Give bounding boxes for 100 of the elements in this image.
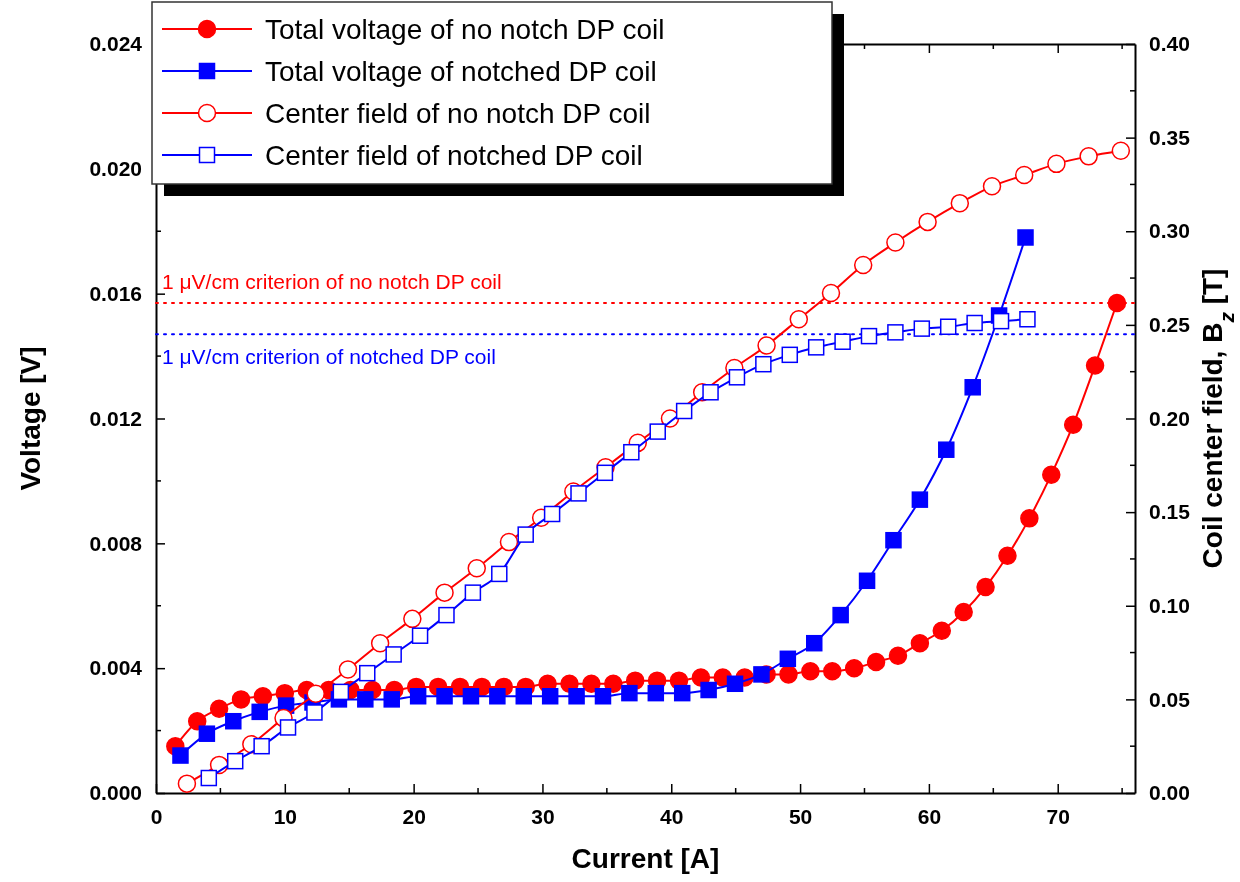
legend-label: Center field of notched DP coil [265, 140, 643, 171]
point [700, 681, 717, 699]
point [1107, 293, 1127, 313]
point [821, 283, 841, 303]
point [918, 212, 937, 232]
point [306, 684, 325, 704]
y-tick-label: 0.012 [89, 406, 142, 430]
point [370, 633, 390, 653]
point [844, 658, 864, 678]
point [1017, 229, 1034, 246]
point [866, 652, 886, 672]
y2-tick-label: 0.05 [1149, 687, 1191, 711]
y2-tick-label: 0.10 [1149, 593, 1190, 617]
point [226, 752, 244, 770]
x-tick-label: 10 [273, 804, 297, 828]
point [582, 674, 601, 694]
point [888, 646, 908, 665]
point [435, 583, 454, 602]
point [1020, 509, 1039, 528]
point [673, 684, 691, 702]
point [172, 747, 189, 764]
point [306, 704, 323, 721]
point [594, 688, 612, 705]
y-tick-label: 0.004 [89, 656, 143, 680]
point [517, 526, 534, 543]
y2-tick-label: 0.20 [1149, 406, 1190, 430]
point [1014, 165, 1034, 185]
point [806, 634, 823, 652]
point [438, 606, 455, 624]
point [467, 559, 486, 578]
point [779, 650, 797, 668]
point [726, 675, 744, 693]
point [1079, 147, 1098, 166]
point [411, 627, 429, 644]
point [757, 336, 776, 355]
point [649, 423, 666, 440]
point [1042, 465, 1061, 484]
point [976, 577, 995, 597]
point [1063, 415, 1083, 434]
point [385, 646, 402, 663]
point [462, 688, 480, 705]
point [781, 346, 799, 364]
point [198, 725, 216, 742]
point [860, 327, 878, 345]
y2-tick-label: 0.30 [1149, 219, 1190, 243]
y2-tick-label: 0.00 [1149, 781, 1190, 805]
point [251, 703, 268, 721]
point [489, 688, 506, 705]
y-tick-label: 0.008 [89, 531, 143, 555]
point [464, 584, 482, 601]
point [359, 664, 376, 682]
x-tick-label: 70 [1046, 804, 1070, 828]
point [911, 491, 929, 508]
point [885, 531, 902, 549]
y-axis-title: Voltage [V] [15, 346, 46, 491]
y-tick-label: 0.000 [89, 781, 142, 805]
point [789, 310, 809, 329]
point [954, 602, 973, 622]
x-axis-title: Current [A] [571, 843, 720, 874]
x-tick-label: 30 [531, 804, 555, 828]
legend-label: Total voltage of notched DP coil [265, 56, 657, 87]
x-tick-label: 0 [150, 804, 163, 828]
x-tick-label: 40 [660, 804, 684, 828]
point [332, 683, 350, 701]
point [231, 690, 251, 709]
point [913, 320, 931, 337]
point [801, 662, 820, 681]
point [1111, 141, 1131, 160]
point [403, 609, 422, 629]
point [621, 684, 638, 702]
point [357, 691, 374, 708]
point [1085, 356, 1105, 375]
x-tick-label: 60 [917, 804, 942, 828]
point [200, 769, 218, 787]
point [177, 774, 197, 793]
point [383, 691, 400, 708]
point [604, 674, 623, 694]
point [832, 606, 849, 624]
y2-tick-label: 0.25 [1149, 313, 1191, 337]
point [858, 572, 876, 590]
x-tick-label: 20 [402, 804, 426, 828]
point [887, 324, 904, 341]
point [623, 443, 640, 461]
point [910, 633, 930, 653]
point [753, 666, 770, 683]
point [436, 688, 453, 705]
point [779, 665, 798, 684]
point [491, 565, 508, 583]
point [823, 662, 842, 681]
point [807, 339, 825, 356]
point [541, 688, 559, 705]
point [647, 684, 665, 702]
y2-tick-label: 0.15 [1149, 500, 1191, 524]
legend-label: Total voltage of no notch DP coil [265, 14, 665, 45]
point [755, 355, 772, 373]
point [950, 193, 970, 213]
y2-tick-label: 0.35 [1149, 125, 1191, 149]
point [515, 688, 533, 705]
point [992, 312, 1010, 330]
legend-label: Center field of no notch DP coil [265, 98, 651, 129]
